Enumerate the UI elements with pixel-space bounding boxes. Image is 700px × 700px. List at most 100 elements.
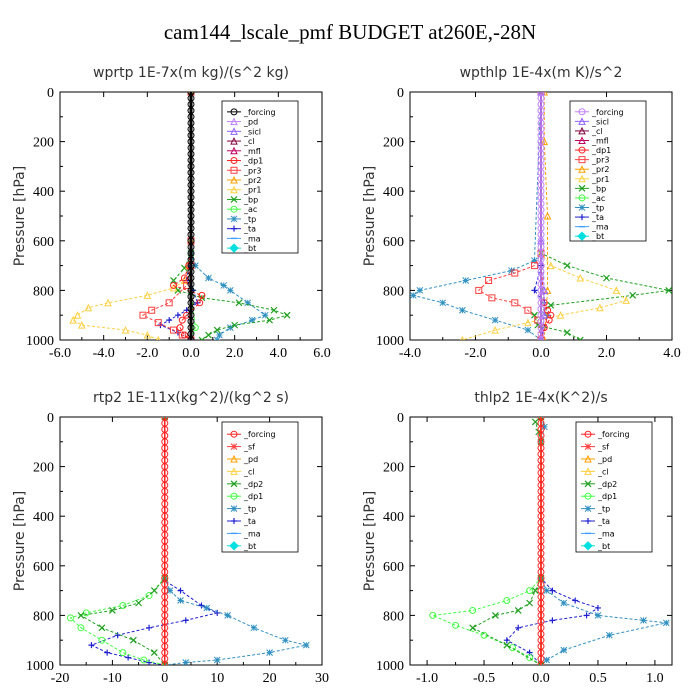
data-point bbox=[503, 637, 510, 644]
series-dp1 bbox=[66, 417, 169, 665]
legend-entry: _cl bbox=[575, 126, 603, 136]
data-point bbox=[563, 329, 571, 336]
legend-entry: _tp bbox=[581, 505, 610, 514]
legend-entry: _sicl bbox=[227, 127, 261, 136]
x-tick-label: 0.5 bbox=[589, 671, 607, 686]
y-axis-label: Pressure [hPa] bbox=[362, 166, 378, 266]
legend-entry: _ac bbox=[575, 194, 605, 203]
legend-marker bbox=[230, 166, 238, 174]
x-tick-label: 0.0 bbox=[532, 671, 550, 686]
legend-label: _ma bbox=[243, 234, 261, 243]
y-tick-label: 400 bbox=[33, 185, 54, 200]
legend-entry: _sicl bbox=[575, 117, 609, 126]
data-point bbox=[244, 299, 252, 307]
legend-label: _bt bbox=[597, 542, 610, 551]
legend-entry: _pr3 bbox=[227, 166, 261, 175]
data-point bbox=[261, 311, 269, 319]
series-group bbox=[410, 92, 672, 340]
legend-marker bbox=[230, 215, 238, 223]
data-point bbox=[594, 604, 601, 611]
data-point bbox=[176, 324, 184, 332]
x-tick-label: -10 bbox=[103, 671, 122, 686]
legend-label: _ma bbox=[243, 529, 261, 538]
y-tick-label: 1000 bbox=[26, 334, 54, 349]
data-point bbox=[182, 659, 190, 665]
x-tick-label: -2.0 bbox=[136, 346, 158, 361]
legend-entry: _pr1 bbox=[227, 185, 261, 195]
x-tick-label: 10 bbox=[210, 671, 224, 686]
data-point bbox=[224, 612, 232, 619]
data-point bbox=[104, 649, 111, 656]
data-point bbox=[203, 604, 211, 612]
data-point bbox=[560, 646, 568, 654]
legend-label: _sf bbox=[243, 443, 255, 452]
legend-entry: _ta bbox=[227, 225, 256, 234]
data-point bbox=[198, 602, 205, 609]
y-tick-label: 0 bbox=[47, 411, 54, 426]
x-tick-label: 4.0 bbox=[270, 346, 288, 361]
legend-marker bbox=[230, 430, 238, 438]
data-point bbox=[531, 257, 538, 264]
data-point bbox=[150, 649, 158, 657]
data-point bbox=[143, 291, 152, 299]
y-tick-label: 0 bbox=[397, 86, 404, 101]
series-group bbox=[69, 92, 291, 340]
data-point bbox=[213, 326, 221, 334]
data-point bbox=[545, 316, 553, 324]
data-point bbox=[270, 306, 278, 314]
y-tick-label: 200 bbox=[33, 461, 54, 476]
chart-thlp2: thlp2 1E-4x(K^2)/s Pressure [hPa] -1.0 -0.5… bbox=[362, 390, 673, 686]
y-tick-label: 1000 bbox=[376, 334, 404, 349]
data-point bbox=[549, 617, 556, 624]
y-tick-label: 600 bbox=[383, 235, 404, 250]
series-line bbox=[190, 92, 196, 340]
legend-entry: _dp2 bbox=[581, 480, 617, 489]
legend-label: _sicl bbox=[591, 117, 609, 126]
x-tick-label: 30 bbox=[315, 671, 329, 686]
data-point bbox=[119, 601, 127, 609]
legend-marker bbox=[578, 204, 586, 211]
y-tick-label: 400 bbox=[383, 185, 404, 200]
legend-entry: _pd bbox=[581, 454, 612, 464]
data-point bbox=[603, 274, 610, 282]
data-point bbox=[524, 306, 532, 314]
data-point bbox=[544, 306, 552, 314]
series-line bbox=[430, 417, 542, 665]
data-point bbox=[174, 312, 181, 319]
x-tick-label: -6.0 bbox=[49, 346, 71, 361]
legend-marker bbox=[578, 174, 586, 183]
data-point bbox=[104, 298, 112, 307]
data-point bbox=[161, 661, 169, 665]
data-point bbox=[205, 331, 212, 339]
data-point bbox=[196, 299, 204, 307]
legend-entry: _dp1 bbox=[227, 492, 263, 501]
data-point bbox=[198, 291, 206, 299]
data-point bbox=[459, 306, 466, 314]
chart-title: rtp2 1E-11x(kg^2)/(kg^2 s) bbox=[93, 390, 289, 406]
legend-label: _dp1 bbox=[597, 492, 617, 501]
data-point bbox=[177, 587, 184, 594]
legend-marker bbox=[230, 443, 238, 450]
legend-marker bbox=[230, 157, 238, 165]
legend-entry: _bp bbox=[227, 195, 258, 204]
legend-label: _sf bbox=[597, 443, 609, 452]
legend-label: _tp bbox=[591, 204, 604, 213]
data-point bbox=[170, 281, 178, 289]
x-tick-label: -1.0 bbox=[416, 671, 438, 686]
data-point bbox=[84, 303, 93, 312]
data-point bbox=[514, 607, 522, 614]
chart-title: wpthlp 1E-4x(m K)/s^2 bbox=[460, 65, 623, 81]
legend-entry: _mfl bbox=[575, 136, 609, 146]
legend-label: _pr3 bbox=[591, 156, 609, 165]
series-pr1 bbox=[460, 92, 630, 340]
data-point bbox=[125, 654, 132, 661]
legend-marker bbox=[577, 231, 587, 241]
data-point bbox=[213, 656, 221, 664]
data-point bbox=[180, 274, 188, 282]
legend-label: _ta bbox=[243, 225, 256, 234]
x-tick-label: -2.0 bbox=[464, 346, 486, 361]
x-tick-label: 20 bbox=[263, 671, 277, 686]
legend-entry: _forcing bbox=[575, 108, 624, 117]
series-line bbox=[172, 92, 203, 340]
data-point bbox=[439, 299, 447, 307]
